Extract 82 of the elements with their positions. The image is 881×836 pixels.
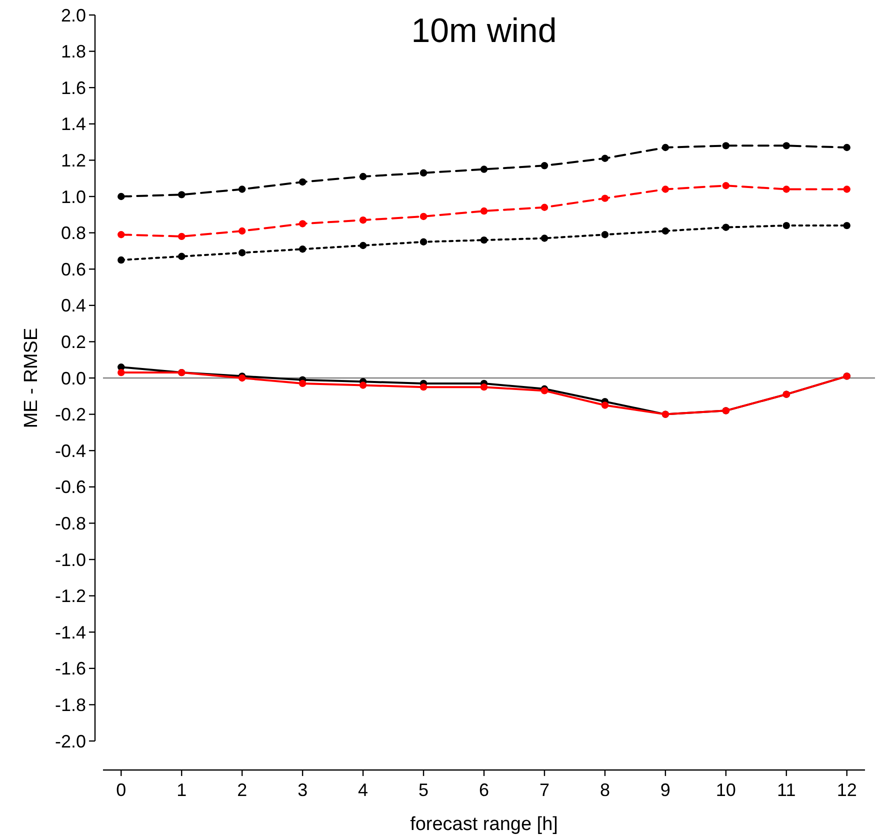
- x-tick-label: 7: [539, 780, 550, 800]
- y-tick-label: 0.2: [60, 332, 86, 352]
- point: [782, 222, 790, 230]
- point: [298, 380, 306, 388]
- point: [601, 154, 609, 162]
- y-tick-label: 0.4: [60, 296, 86, 316]
- y-tick-label: 1.0: [60, 186, 86, 207]
- y-tick-label: -2.0: [54, 731, 86, 752]
- point: [480, 236, 488, 244]
- y-tick-label: -0.8: [54, 514, 86, 534]
- point: [359, 216, 367, 224]
- x-tick-label: 9: [660, 780, 670, 800]
- point: [420, 383, 428, 391]
- point: [662, 227, 670, 235]
- point: [480, 207, 488, 215]
- point: [359, 242, 367, 250]
- y-tick-label: -0.6: [54, 477, 86, 498]
- y-tick-label: -0.4: [54, 440, 86, 461]
- point: [178, 232, 186, 240]
- x-tick-label: 2: [237, 780, 248, 800]
- point: [118, 192, 125, 200]
- y-tick-label: 2.0: [60, 5, 86, 26]
- point: [601, 231, 609, 238]
- point: [238, 249, 246, 256]
- point: [359, 172, 367, 180]
- point: [238, 227, 246, 235]
- point: [420, 169, 428, 177]
- point: [420, 212, 428, 220]
- point: [298, 220, 306, 228]
- point: [843, 144, 850, 152]
- point: [843, 186, 850, 193]
- point: [118, 231, 125, 238]
- point: [118, 256, 125, 264]
- x-tick-label: 0: [116, 780, 126, 800]
- point: [540, 234, 548, 242]
- point: [540, 204, 548, 211]
- y-tick-label: -1.4: [54, 622, 86, 642]
- point: [238, 186, 246, 193]
- point: [782, 186, 790, 193]
- chart-title: 10m wind: [411, 12, 557, 50]
- point: [601, 194, 609, 202]
- y-tick-label: -1.8: [54, 695, 86, 715]
- x-tick-label: 6: [478, 780, 490, 800]
- x-tick-label: 3: [298, 780, 308, 800]
- x-tick-label: 4: [358, 780, 368, 800]
- point: [178, 252, 186, 260]
- point: [782, 142, 790, 150]
- point: [298, 178, 306, 186]
- y-tick-label: -1.0: [54, 550, 86, 570]
- x-tick-label: 8: [600, 780, 610, 800]
- y-tick-label: -1.2: [54, 586, 86, 606]
- point: [722, 182, 730, 190]
- x-tick-label: 1: [176, 780, 187, 800]
- point: [662, 186, 670, 193]
- y-tick-label: 1.2: [60, 150, 86, 170]
- x-tick-label: 5: [418, 780, 429, 800]
- y-tick-label: 1.4: [60, 114, 86, 134]
- point: [662, 144, 670, 152]
- x-tick-label: 10: [716, 780, 736, 800]
- y-tick-label: 1.6: [60, 78, 86, 98]
- point: [480, 383, 488, 391]
- x-axis-title: forecast range [h]: [410, 814, 558, 835]
- point: [359, 382, 367, 389]
- point: [843, 222, 850, 230]
- point: [480, 166, 488, 173]
- point: [118, 368, 125, 376]
- point: [722, 224, 730, 231]
- point: [298, 246, 306, 253]
- y-tick-label: -0.2: [54, 404, 86, 425]
- point: [722, 142, 730, 150]
- y-axis-title: ME - RMSE: [21, 328, 42, 428]
- y-tick-label: 0.6: [60, 259, 86, 280]
- y-tick-label: 0.8: [60, 223, 86, 244]
- y-tick-label: -1.6: [54, 658, 86, 679]
- point: [540, 162, 548, 170]
- y-tick-label: 0.0: [60, 368, 86, 388]
- point: [420, 238, 428, 246]
- point: [601, 402, 609, 409]
- x-tick-label: 11: [777, 780, 796, 800]
- y-tick-label: 1.8: [60, 42, 86, 62]
- point: [178, 191, 186, 198]
- x-tick-label: 12: [836, 780, 857, 800]
